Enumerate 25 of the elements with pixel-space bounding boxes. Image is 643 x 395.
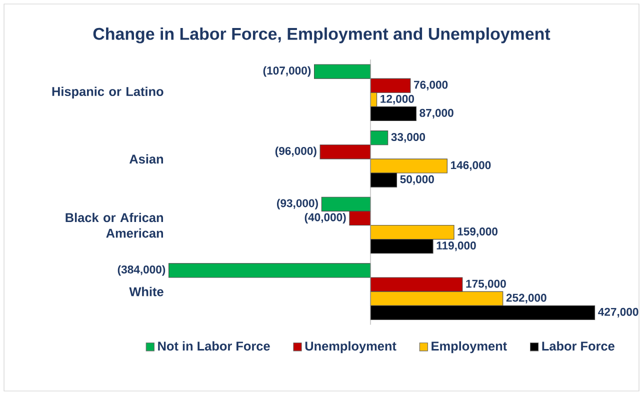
legend-label: Unemployment bbox=[305, 341, 396, 354]
data-label: 50,000 bbox=[400, 175, 434, 185]
legend-label: Labor Force bbox=[542, 341, 614, 351]
data-label: (40,000) bbox=[304, 212, 346, 224]
data-label: (384,000) bbox=[118, 265, 166, 276]
y-tick-label: White bbox=[129, 286, 164, 296]
data-label: 33,000 bbox=[391, 133, 426, 143]
data-label: (107,000) bbox=[263, 66, 311, 77]
data-label: 427,000 bbox=[598, 308, 638, 318]
legend-label: Employment bbox=[432, 341, 507, 354]
data-label: 159,000 bbox=[458, 227, 498, 238]
data-label: 119,000 bbox=[436, 242, 476, 252]
data-label: 175,000 bbox=[466, 280, 506, 290]
y-tick-label: Asian bbox=[129, 154, 164, 164]
y-tick-label: Black or African American bbox=[66, 212, 163, 238]
y-tick-label: Hispanic or Latino bbox=[52, 86, 164, 99]
data-label: 76,000 bbox=[414, 80, 448, 90]
data-label: 12,000 bbox=[380, 94, 414, 104]
data-label: (96,000) bbox=[275, 146, 316, 158]
legend-label: Not in Labor Force bbox=[158, 341, 270, 351]
data-label: (93,000) bbox=[277, 198, 318, 210]
chart-title: Change in Labor Force, Employment and Unemployment bbox=[93, 27, 550, 44]
data-label: 87,000 bbox=[420, 108, 454, 119]
data-label: 252,000 bbox=[506, 294, 546, 304]
data-label: 146,000 bbox=[451, 161, 491, 171]
